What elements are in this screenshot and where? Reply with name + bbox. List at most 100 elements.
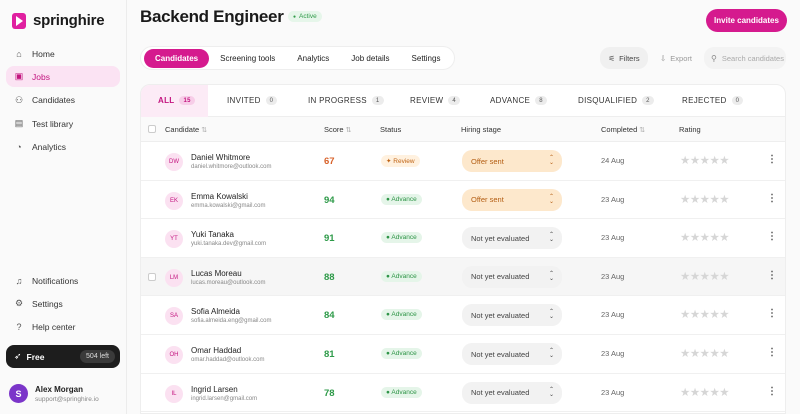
column-score[interactable]: Score ⇅ <box>324 125 351 134</box>
star-icon[interactable]: ★ <box>719 348 730 360</box>
table-row[interactable]: DW Daniel Whitmore daniel.whitmore@outlook… <box>141 142 785 181</box>
star-icon[interactable]: ★ <box>689 270 700 283</box>
stage-tab-review[interactable]: REVIEW 4 <box>410 85 460 117</box>
table-row[interactable]: YT Yuki Tanaka yuki.tanaka.dev@gmail.com 91… <box>141 219 785 258</box>
star-icon[interactable]: ★ <box>680 232 690 245</box>
star-icon[interactable]: ★ <box>709 386 720 399</box>
star-icon[interactable]: ★ <box>719 270 730 283</box>
stage-tab-rejected[interactable]: REJECTED 0 <box>682 85 744 117</box>
star-icon[interactable]: ★ <box>680 155 690 167</box>
star-icon[interactable]: ★ <box>689 232 700 245</box>
candidate-name[interactable]: Ingrid Larsen <box>191 384 238 394</box>
more-options-icon[interactable]: ⋮ <box>767 269 777 281</box>
rating-stars[interactable]: ★★★★★ <box>680 153 730 167</box>
rating-stars[interactable]: ★★★★★ <box>680 346 730 360</box>
tab-settings[interactable]: Settings <box>411 53 441 63</box>
user-profile[interactable]: S Alex Morgan support@springhire.io <box>9 384 99 403</box>
brand[interactable]: springhire <box>12 12 105 29</box>
hiring-stage-select[interactable]: Not yet evaluated ⌃ ⌄ <box>462 381 562 404</box>
star-icon[interactable]: ★ <box>680 193 690 206</box>
column-candidate[interactable]: Candidate ⇅ <box>165 125 207 134</box>
star-icon[interactable]: ★ <box>709 155 720 167</box>
stage-tab-in-progress[interactable]: IN PROGRESS 1 <box>308 85 384 117</box>
candidate-name[interactable]: Omar Haddad <box>191 346 242 355</box>
sidebar-item-jobs[interactable]: ▣ Jobs <box>6 66 120 88</box>
search-input[interactable] <box>721 53 786 63</box>
sidebar-item-notifications[interactable]: ♫ Notifications <box>6 270 120 291</box>
sidebar-item-help-center[interactable]: ? Help center <box>6 317 120 338</box>
plan-card[interactable]: ➶ Free 504 left <box>6 345 120 368</box>
more-options-icon[interactable]: ⋮ <box>767 308 777 320</box>
search-box[interactable]: ⚲ <box>704 47 786 69</box>
stage-tab-invited[interactable]: INVITED 0 <box>227 85 278 117</box>
star-icon[interactable]: ★ <box>709 309 720 322</box>
stage-tab-advance[interactable]: ADVANCE 8 <box>490 85 547 117</box>
hiring-stage-select[interactable]: Not yet evaluated ⌃ ⌄ <box>462 265 562 288</box>
star-icon[interactable]: ★ <box>699 232 710 245</box>
more-options-icon[interactable]: ⋮ <box>767 231 777 243</box>
sidebar-item-analytics[interactable]: ◔ Analytics <box>6 137 120 158</box>
more-options-icon[interactable]: ⋮ <box>767 192 777 204</box>
star-icon[interactable]: ★ <box>699 270 710 283</box>
star-icon[interactable]: ★ <box>689 386 700 399</box>
select-all-checkbox[interactable] <box>148 125 156 133</box>
table-row[interactable]: SA Sofia Almeida sofia.almeida.eng@gmail.c… <box>141 296 785 335</box>
star-icon[interactable]: ★ <box>719 309 730 322</box>
star-icon[interactable]: ★ <box>699 309 710 322</box>
star-icon[interactable]: ★ <box>680 348 690 360</box>
rating-stars[interactable]: ★★★★★ <box>680 385 730 399</box>
candidate-name[interactable]: Daniel Whitmore <box>191 153 251 162</box>
star-icon[interactable]: ★ <box>719 193 730 206</box>
star-icon[interactable]: ★ <box>689 155 700 167</box>
star-icon[interactable]: ★ <box>689 348 700 360</box>
hiring-stage-select[interactable]: Offer sent ⌃ ⌄ <box>462 150 562 172</box>
rating-stars[interactable]: ★★★★★ <box>680 192 730 206</box>
star-icon[interactable]: ★ <box>709 193 720 206</box>
stage-tab-all[interactable]: ALL 15 <box>141 85 208 117</box>
star-icon[interactable]: ★ <box>709 348 720 360</box>
star-icon[interactable]: ★ <box>699 386 710 399</box>
table-row[interactable]: OH Omar Haddad omar.haddad@outlook.com 81 ● … <box>141 335 785 374</box>
more-options-icon[interactable]: ⋮ <box>767 347 777 358</box>
tab-screening-tools[interactable]: Screening tools <box>220 53 276 63</box>
hiring-stage-select[interactable]: Not yet evaluated ⌃ ⌄ <box>462 343 562 365</box>
tab-candidates[interactable]: Candidates <box>144 48 210 68</box>
more-options-icon[interactable]: ⋮ <box>767 385 777 397</box>
stage-tab-disqualified[interactable]: DISQUALIFIED 2 <box>578 85 654 117</box>
sidebar-item-settings[interactable]: ⚙ Settings <box>6 293 120 314</box>
star-icon[interactable]: ★ <box>680 386 690 399</box>
candidate-name[interactable]: Lucas Moreau <box>191 268 242 278</box>
hiring-stage-select[interactable]: Not yet evaluated ⌃ ⌄ <box>462 304 562 327</box>
filters-button[interactable]: ⚟ Filters <box>600 47 648 69</box>
star-icon[interactable]: ★ <box>719 155 730 167</box>
tab-job-details[interactable]: Job details <box>351 53 390 63</box>
invite-candidates-button[interactable]: Invite candidates <box>706 9 787 32</box>
more-options-icon[interactable]: ⋮ <box>767 154 777 165</box>
star-icon[interactable]: ★ <box>680 309 690 322</box>
rating-stars[interactable]: ★★★★★ <box>680 307 730 322</box>
sidebar-item-test-library[interactable]: ▤ Test library <box>6 113 120 134</box>
candidate-name[interactable]: Sofia Almeida <box>191 307 240 317</box>
row-checkbox[interactable] <box>148 272 156 281</box>
rating-stars[interactable]: ★★★★★ <box>680 269 730 283</box>
star-icon[interactable]: ★ <box>719 232 730 245</box>
table-row[interactable]: LM Lucas Moreau lucas.moreau@outlook.com 88… <box>141 257 785 297</box>
rating-stars[interactable]: ★★★★★ <box>680 230 730 245</box>
candidate-name[interactable]: Emma Kowalski <box>191 191 248 201</box>
export-button[interactable]: ⇩ Export <box>654 47 698 69</box>
star-icon[interactable]: ★ <box>689 193 700 206</box>
star-icon[interactable]: ★ <box>709 232 720 245</box>
table-row[interactable]: EK Emma Kowalski emma.kowalski@gmail.com 94… <box>141 181 785 220</box>
hiring-stage-select[interactable]: Not yet evaluated ⌃ ⌄ <box>462 227 562 250</box>
star-icon[interactable]: ★ <box>680 270 690 283</box>
column-completed[interactable]: Completed ⇅ <box>601 125 645 134</box>
table-row[interactable]: IL Ingrid Larsen ingrid.larsen@gmail.com 78… <box>141 374 785 413</box>
star-icon[interactable]: ★ <box>709 270 720 283</box>
tab-analytics[interactable]: Analytics <box>297 53 330 63</box>
star-icon[interactable]: ★ <box>699 193 710 206</box>
star-icon[interactable]: ★ <box>689 309 700 322</box>
star-icon[interactable]: ★ <box>699 348 710 360</box>
hiring-stage-select[interactable]: Offer sent ⌃ ⌄ <box>462 188 562 211</box>
sidebar-item-home[interactable]: ⌂ Home <box>6 43 120 64</box>
star-icon[interactable]: ★ <box>699 155 710 167</box>
